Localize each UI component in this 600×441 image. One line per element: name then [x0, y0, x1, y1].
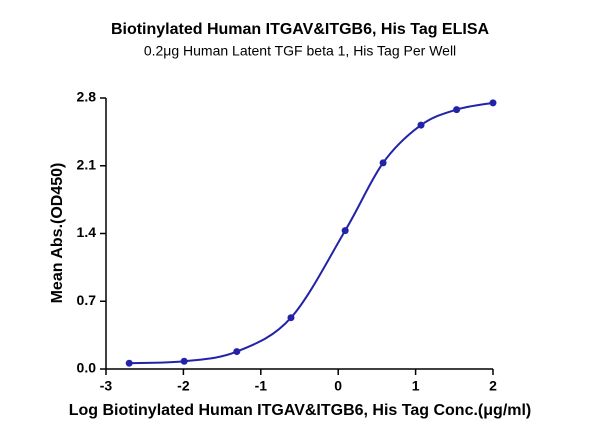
data-point: [379, 159, 387, 167]
data-point: [180, 357, 188, 365]
y-tick-label: 0.7: [77, 292, 97, 308]
fit-curve: [129, 101, 494, 365]
data-point: [417, 121, 425, 129]
x-tick-label: 1: [412, 378, 420, 394]
y-tick-label: 2.1: [77, 156, 97, 172]
y-tick-label: 2.8: [77, 89, 97, 105]
x-tick-label: -3: [100, 378, 113, 394]
x-tick-label: -2: [177, 378, 190, 394]
data-point: [453, 106, 461, 114]
chart-title: Biotinylated Human ITGAV&ITGB6, His Tag …: [111, 21, 490, 38]
data-point: [233, 348, 241, 356]
y-axis-title: Mean Abs.(OD450): [49, 163, 66, 304]
chart-subtitle: 0.2μg Human Latent TGF beta 1, His Tag P…: [144, 43, 456, 59]
x-axis-title: Log Biotinylated Human ITGAV&ITGB6, His …: [69, 402, 532, 419]
y-tick-label: 0.0: [77, 360, 97, 376]
data-point: [489, 99, 497, 107]
x-tick-label: -1: [255, 378, 268, 394]
x-tick-label: 2: [489, 378, 497, 394]
data-point: [125, 359, 133, 367]
data-point: [341, 227, 349, 235]
y-tick-label: 1.4: [77, 224, 97, 240]
data-point: [287, 314, 295, 322]
x-tick-label: 0: [334, 378, 342, 394]
